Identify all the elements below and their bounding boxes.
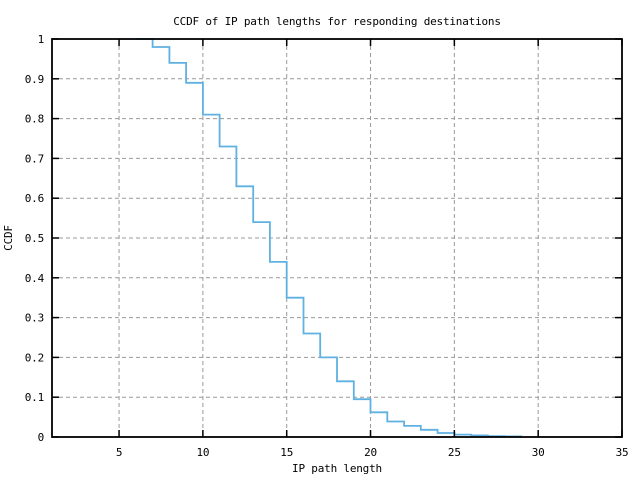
plot-border xyxy=(51,38,623,438)
y-tick-label: 0.4 xyxy=(25,272,45,285)
x-tick-label: 5 xyxy=(116,446,122,459)
x-tick-label: 10 xyxy=(196,446,209,459)
x-tick-label: 20 xyxy=(364,446,377,459)
x-tick-label: 30 xyxy=(532,446,545,459)
y-tick-label: 0.2 xyxy=(25,351,44,364)
y-tick-label: 0.6 xyxy=(25,192,44,205)
grid-layer xyxy=(52,39,622,437)
curve-layer xyxy=(135,38,523,438)
x-tick-label: 15 xyxy=(280,446,293,459)
x-axis-title: IP path length xyxy=(292,462,382,475)
y-tick-label: 0.5 xyxy=(25,232,44,245)
tick-label-layer: 5 10 15 20 25 30 35 0 0.1 0.2 0.3 0.4 0.5 0.6 0.7 0.8 0.… xyxy=(25,33,629,459)
y-tick-label: 0.8 xyxy=(25,113,44,126)
ccdf-step-curve xyxy=(135,38,523,438)
y-tick-label: 0 xyxy=(38,431,44,444)
y-tick-label: 1 xyxy=(38,33,44,46)
y-tick-label: 0.1 xyxy=(25,391,44,404)
y-tick-label: 0.7 xyxy=(25,152,44,165)
x-tick-label: 25 xyxy=(448,446,461,459)
x-tick-label: 35 xyxy=(616,446,629,459)
y-axis-title: CCDF xyxy=(2,225,15,251)
y-tick-label: 0.3 xyxy=(25,312,44,325)
y-tick-label: 0.9 xyxy=(25,73,44,86)
chart-title: CCDF of IP path lengths for responding d… xyxy=(173,15,501,28)
